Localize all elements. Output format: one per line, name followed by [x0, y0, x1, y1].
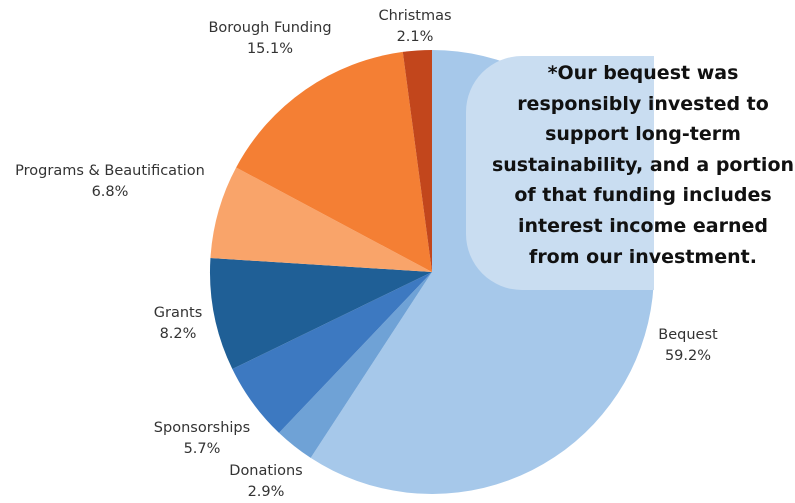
label-christmas-value: 2.1%	[396, 29, 434, 45]
label-programs-beautification: Programs & Beautification 6.8%	[15, 161, 205, 203]
label-donations-value: 2.9%	[247, 484, 285, 500]
label-borough-name: Borough Funding	[208, 20, 332, 36]
label-christmas-name: Christmas	[378, 8, 452, 24]
label-borough-value: 15.1%	[246, 41, 294, 57]
label-borough-funding: Borough Funding 15.1%	[208, 18, 331, 60]
label-programs-name: Programs & Beautification	[15, 163, 205, 179]
annotation-callout	[466, 56, 654, 290]
label-sponsorships-value: 5.7%	[183, 441, 221, 457]
label-sponsorships: Sponsorships 5.7%	[154, 418, 250, 460]
pie-slice-donations	[279, 272, 432, 458]
label-donations: Donations 2.9%	[229, 461, 302, 503]
label-bequest-name: Bequest	[658, 327, 718, 343]
annotation-text: *Our bequest was responsibly invested to…	[491, 62, 795, 268]
label-grants-name: Grants	[153, 305, 203, 321]
label-donations-name: Donations	[229, 463, 303, 479]
pie-slice-grants	[210, 258, 432, 370]
label-grants: Grants 8.2%	[154, 303, 203, 345]
pie-slice-sponsorships	[232, 272, 432, 433]
label-christmas: Christmas 2.1%	[378, 6, 451, 48]
label-grants-value: 8.2%	[159, 326, 197, 342]
label-sponsorships-name: Sponsorships	[153, 420, 251, 436]
label-bequest-value: 59.2%	[664, 348, 712, 364]
pie-slice-christmas	[402, 50, 432, 272]
pie-slice-borough-funding	[236, 51, 432, 273]
label-bequest: Bequest 59.2%	[658, 325, 717, 367]
label-programs-value: 6.8%	[91, 184, 129, 200]
pie-slice-programs-beautification	[210, 167, 432, 272]
